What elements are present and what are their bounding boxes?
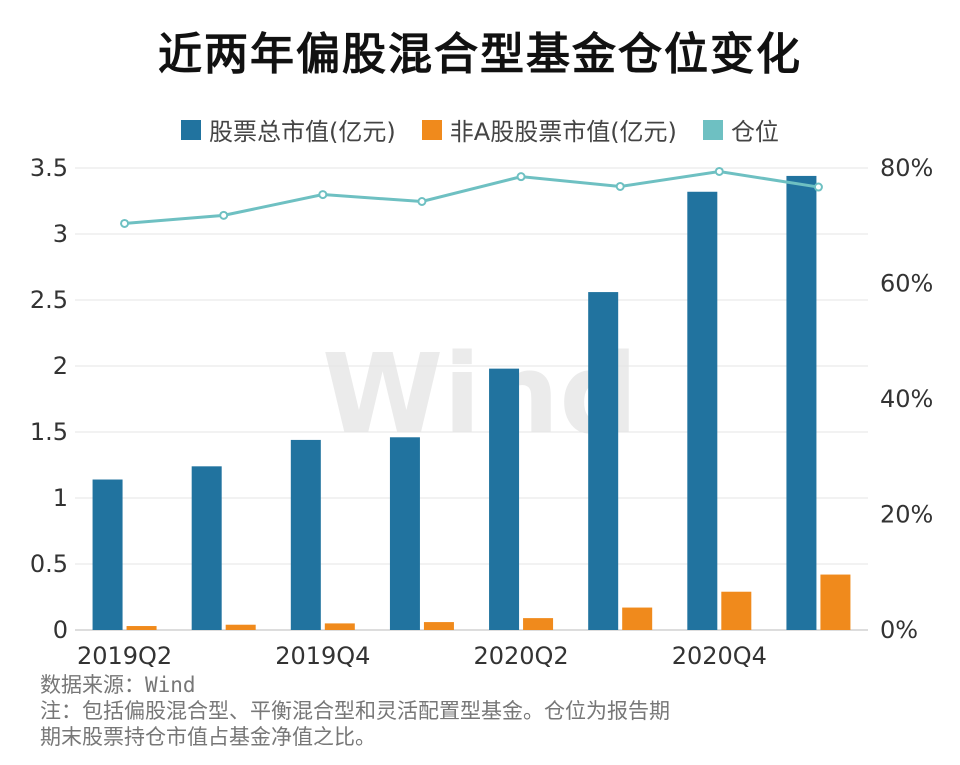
bar-non-a-stock bbox=[721, 591, 752, 630]
x-tick-label: 2019Q2 bbox=[77, 642, 172, 670]
bar-total-stock bbox=[588, 292, 619, 630]
y-left-tick-label: 3 bbox=[53, 220, 68, 248]
bar-non-a-stock bbox=[324, 623, 355, 630]
legend-swatch-position bbox=[702, 119, 723, 140]
y-left-tick-label: 1 bbox=[53, 484, 68, 512]
legend-item-non-a-stock: 非A股股票市值(亿元) bbox=[421, 112, 677, 147]
legend-item-position: 仓位 bbox=[702, 112, 779, 147]
point-position bbox=[318, 190, 328, 200]
y-right-tick-label: 0% bbox=[880, 616, 918, 644]
line-position bbox=[124, 169, 819, 225]
y-right-tick-label: 20% bbox=[880, 501, 933, 529]
legend-label-non-a-stock: 非A股股票市值(亿元) bbox=[449, 118, 677, 146]
bar-non-a-stock bbox=[225, 624, 256, 630]
point-position bbox=[714, 166, 724, 176]
y-left-tick-label: 1.5 bbox=[30, 418, 68, 446]
legend-label-total-stock: 股票总市值(亿元) bbox=[209, 118, 396, 146]
watermark: Wind bbox=[321, 330, 639, 458]
point-position bbox=[813, 182, 823, 192]
bar-total-stock bbox=[786, 175, 817, 631]
y-left-tick-label: 3.5 bbox=[30, 154, 68, 182]
bar-total-stock bbox=[389, 437, 420, 630]
footer-note-line1: 注：包括偏股混合型、平衡混合型和灵活配置型基金。仓位为报告期 bbox=[40, 699, 670, 723]
bar-non-a-stock bbox=[523, 618, 554, 630]
x-tick-label: 2020Q4 bbox=[672, 642, 767, 670]
chart-title: 近两年偏股混合型基金仓位变化 bbox=[158, 29, 802, 80]
legend-swatch-total-stock bbox=[181, 119, 202, 140]
bar-non-a-stock bbox=[622, 607, 653, 630]
bar-total-stock bbox=[191, 466, 222, 630]
y-right-tick-label: 80% bbox=[880, 154, 933, 182]
bar-total-stock bbox=[687, 191, 718, 630]
bar-total-stock bbox=[489, 368, 520, 630]
point-position bbox=[120, 218, 130, 228]
point-position bbox=[615, 181, 625, 191]
y-right-tick-label: 60% bbox=[880, 270, 933, 298]
bar-total-stock bbox=[290, 439, 321, 630]
legend-label-position: 仓位 bbox=[730, 118, 779, 146]
bar-total-stock bbox=[92, 479, 123, 630]
bar-non-a-stock bbox=[423, 622, 454, 630]
y-left-tick-label: 0 bbox=[53, 616, 68, 644]
y-left-tick-label: 2.5 bbox=[30, 286, 68, 314]
legend-swatch-non-a-stock bbox=[421, 119, 442, 140]
point-position bbox=[219, 210, 229, 220]
y-right-tick-label: 40% bbox=[880, 385, 933, 413]
legend-item-total-stock: 股票总市值(亿元) bbox=[181, 112, 396, 147]
point-position bbox=[417, 196, 427, 206]
x-tick-label: 2019Q4 bbox=[275, 642, 370, 670]
legend: 股票总市值(亿元) 非A股股票市值(亿元) 仓位 bbox=[0, 112, 960, 147]
footer-source: 数据来源：Wind bbox=[40, 673, 196, 697]
y-left-tick-label: 2 bbox=[53, 352, 68, 380]
x-tick-label: 2020Q2 bbox=[473, 642, 568, 670]
point-position bbox=[516, 172, 526, 182]
footer-note-line2: 期末股票持仓市值占基金净值之比。 bbox=[40, 725, 376, 749]
y-left-tick-label: 0.5 bbox=[30, 550, 68, 578]
bar-non-a-stock bbox=[126, 626, 157, 630]
bar-non-a-stock bbox=[820, 574, 851, 630]
